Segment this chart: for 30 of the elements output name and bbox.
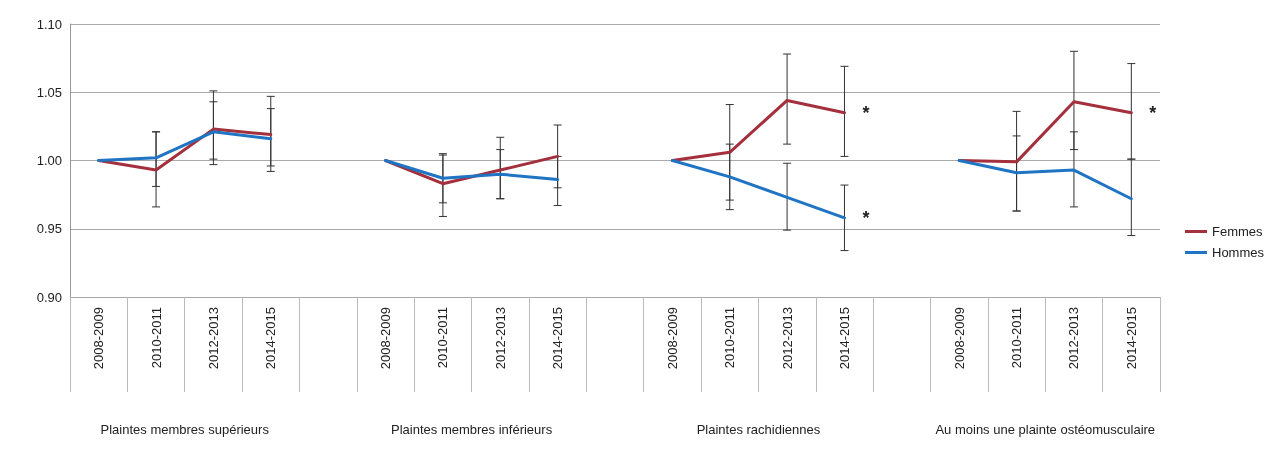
x-tick-label: 2010-2011 — [1009, 307, 1025, 369]
x-tick-label: 2012-2013 — [205, 307, 221, 370]
x-tick-label: 2008-2009 — [951, 307, 967, 370]
x-tick-label: 2014-2015 — [836, 307, 852, 370]
text: Plaintes membres supérieurs — [100, 421, 270, 437]
y-tick-label: 0.95 — [36, 221, 62, 237]
data-label: * — [862, 102, 870, 123]
text: Au moins une plainte ostéomusculaire — [935, 421, 1156, 437]
text: Plaintes membres inférieurs — [391, 421, 553, 437]
x-tick-label: 2014-2015 — [263, 307, 279, 370]
x-tick-label: 2014-2015 — [1123, 307, 1139, 370]
y-tick-label: 1.05 — [36, 84, 62, 100]
x-tick-label: 2010-2011 — [435, 307, 451, 369]
y-tick-label: 1.10 — [36, 16, 62, 32]
data-label: * — [862, 207, 870, 228]
y-tick-label: 0.90 — [36, 289, 62, 305]
x-tick-label: 2010-2011 — [722, 307, 738, 369]
x-tick-label: 2012-2013 — [779, 307, 795, 370]
data-label: * — [1149, 102, 1157, 123]
x-tick-label: 2012-2013 — [492, 307, 508, 370]
legend-label: Hommes — [1211, 245, 1265, 260]
x-tick-label: 2008-2009 — [378, 307, 394, 370]
text: Plaintes rachidiennes — [696, 421, 821, 437]
legend-label: Femmes — [1211, 224, 1264, 239]
x-tick-label: 2014-2015 — [550, 307, 566, 370]
x-tick-label: 2010-2011 — [148, 307, 164, 369]
x-tick-label: 2008-2009 — [91, 307, 107, 370]
x-tick-label: 2012-2013 — [1066, 307, 1082, 370]
y-tick-label: 1.00 — [36, 153, 62, 168]
x-tick-label: 2008-2009 — [664, 307, 680, 370]
